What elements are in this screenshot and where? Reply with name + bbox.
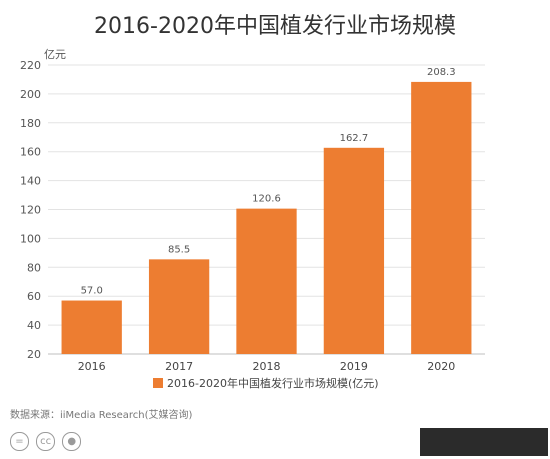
- x-tick-label-2020: 2020: [427, 360, 455, 373]
- y-tick-label: 160: [20, 146, 41, 159]
- data-labels: 57.0 85.5 120.6 162.7 208.3: [81, 67, 456, 297]
- data-label-2016: 57.0: [81, 286, 103, 297]
- chart-title: 2016-2020年中国植发行业市场规模: [94, 14, 456, 39]
- y-tick-label: 140: [20, 175, 41, 188]
- person-icon: ●: [62, 432, 82, 451]
- data-label-2019: 162.7: [340, 133, 369, 144]
- watermark-logo: [420, 428, 548, 456]
- y-tick-label: 40: [27, 319, 41, 332]
- cc-icon: cc: [36, 432, 56, 451]
- y-tick-label: 120: [20, 204, 41, 217]
- equal-icon: =: [10, 432, 29, 451]
- bar-2016: [61, 300, 122, 354]
- x-tick-label-2016: 2016: [78, 360, 106, 373]
- axes: 亿元 20 40 60 80 100 120 140 160 180 200 220 2016 2017 2…: [20, 48, 485, 373]
- y-tick-label: 200: [20, 88, 41, 101]
- bar-2020: [411, 81, 472, 355]
- y-tick-label: 220: [20, 59, 41, 72]
- data-label-2020: 208.3: [427, 67, 456, 78]
- data-label-2017: 85.5: [168, 244, 190, 255]
- bar-2019: [323, 147, 385, 354]
- x-tick-label-2018: 2018: [253, 360, 281, 373]
- y-tick-label: 100: [20, 232, 41, 245]
- x-tick-label-2019: 2019: [340, 360, 368, 373]
- legend-label: 2016-2020年中国植发行业市场规模(亿元): [167, 376, 379, 390]
- bars: [61, 81, 472, 355]
- y-tick-label: 20: [27, 348, 41, 361]
- legend-swatch: [153, 378, 163, 388]
- y-tick-label: 180: [20, 117, 41, 130]
- y-tick-label: 80: [27, 261, 41, 274]
- bar-2017: [148, 259, 210, 354]
- source-note: 数据来源：iiMedia Research(艾媒咨询): [10, 410, 193, 421]
- license-icons: = cc ●: [10, 431, 83, 451]
- bar-2018: [236, 208, 297, 354]
- y-tick-label: 60: [27, 290, 41, 303]
- x-tick-label-2017: 2017: [165, 360, 193, 373]
- y-axis-unit: 亿元: [44, 48, 66, 61]
- data-label-2018: 120.6: [252, 194, 281, 205]
- legend: 2016-2020年中国植发行业市场规模(亿元): [153, 376, 379, 390]
